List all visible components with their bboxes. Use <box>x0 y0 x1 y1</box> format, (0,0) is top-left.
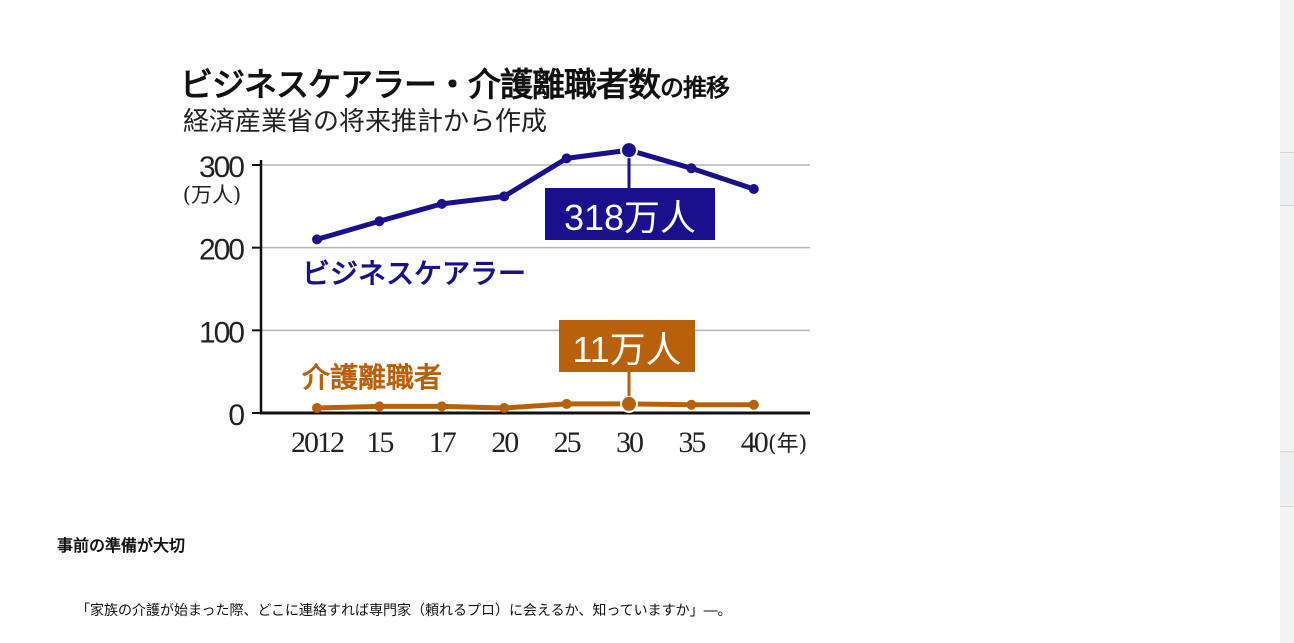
data-point <box>561 153 572 164</box>
series-line-0 <box>316 147 755 242</box>
series-line-1 <box>316 401 754 411</box>
data-point <box>561 398 572 409</box>
x-axis-suffix: (年) <box>768 432 807 457</box>
x-tick-label: 2012 <box>291 426 344 459</box>
data-point <box>620 141 638 160</box>
series-label: ビジネスケアラー <box>302 257 526 290</box>
y-tick-label: 100 <box>199 316 244 349</box>
data-point <box>499 403 510 414</box>
data-point <box>686 399 697 410</box>
data-point <box>436 198 447 209</box>
data-point <box>312 234 322 245</box>
chart-title-suffix: の推移 <box>660 74 730 102</box>
y-axis-label: (万人) <box>183 183 241 207</box>
chart-title-main: ビジネスケアラー・介護離職者数 <box>180 65 661 104</box>
data-point <box>748 183 759 194</box>
callout-label: 318万人 <box>564 197 696 238</box>
y-tick-label: 200 <box>199 234 244 267</box>
chart-title: ビジネスケアラー・介護離職者数の推移 <box>180 58 730 106</box>
x-tick-label: 17 <box>429 426 457 459</box>
data-point <box>748 399 759 410</box>
x-tick-label: 35 <box>678 426 705 459</box>
data-point <box>312 403 322 414</box>
x-tick-label: 40 <box>741 426 768 459</box>
scrollbar[interactable] <box>1280 0 1294 643</box>
line-chart: 0 100 200 300(万人) 2012 15 17 20 25 30 35 40 (年) ビジネスケ… <box>183 141 810 459</box>
chart-subtitle: 経済産業省の将来推計から作成 <box>183 107 548 137</box>
y-tick-label: 0 <box>228 399 244 432</box>
y-tick-label: 300 <box>199 151 244 184</box>
callout-label: 11万人 <box>572 329 681 370</box>
x-tick-label: 15 <box>366 426 393 459</box>
series-label: 介護離職者 <box>301 361 442 394</box>
data-point <box>620 394 638 413</box>
data-point <box>436 401 447 412</box>
data-point <box>499 191 510 202</box>
x-tick-label: 20 <box>491 426 518 459</box>
data-point <box>374 216 385 227</box>
article-paragraph: 「家族の介護が始まった際、どこに連絡すれば専門家（頼れるプロ）に会えるか、知って… <box>76 603 732 619</box>
callout-box <box>559 320 695 372</box>
x-tick-label: 30 <box>616 426 643 459</box>
data-point <box>374 401 385 412</box>
data-point <box>686 163 697 174</box>
section-heading: 事前の準備が大切 <box>57 536 186 555</box>
x-tick-label: 25 <box>554 426 581 459</box>
scroll-block[interactable] <box>1280 451 1294 507</box>
callout-box <box>545 188 715 240</box>
scroll-block[interactable] <box>1280 152 1294 206</box>
